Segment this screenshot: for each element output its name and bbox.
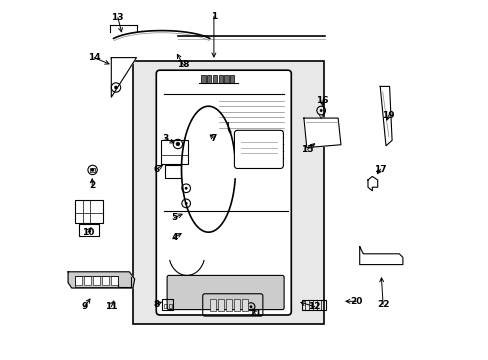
Text: 11: 11 <box>105 302 117 311</box>
Bar <box>93 276 100 285</box>
Text: 17: 17 <box>373 165 386 174</box>
Circle shape <box>184 202 187 205</box>
Polygon shape <box>303 118 340 148</box>
Bar <box>161 140 187 164</box>
Bar <box>75 276 81 285</box>
Bar <box>302 300 325 310</box>
Text: 9: 9 <box>81 302 87 311</box>
Bar <box>84 276 91 285</box>
Polygon shape <box>380 86 391 146</box>
Text: 13: 13 <box>111 13 124 22</box>
Bar <box>201 75 205 83</box>
Polygon shape <box>367 176 377 191</box>
Text: 19: 19 <box>382 111 394 120</box>
Bar <box>225 299 231 311</box>
FancyBboxPatch shape <box>156 70 291 315</box>
Bar <box>206 75 211 83</box>
Text: 16: 16 <box>315 96 327 105</box>
Bar <box>168 304 172 308</box>
Bar <box>75 276 118 287</box>
Text: 2: 2 <box>89 181 95 190</box>
Bar <box>224 75 228 83</box>
Text: 14: 14 <box>87 53 100 62</box>
Polygon shape <box>111 58 136 97</box>
Circle shape <box>184 187 187 190</box>
Text: 8: 8 <box>153 300 159 309</box>
Bar <box>79 224 99 236</box>
Bar <box>102 276 108 285</box>
Text: 20: 20 <box>349 297 362 306</box>
Circle shape <box>91 168 94 172</box>
Text: 4: 4 <box>171 233 177 242</box>
Bar <box>164 165 181 178</box>
Text: 21: 21 <box>248 310 261 319</box>
Polygon shape <box>359 247 402 265</box>
Bar <box>111 276 118 285</box>
Text: 22: 22 <box>376 300 388 309</box>
Bar <box>163 304 167 308</box>
Text: 1: 1 <box>210 12 217 21</box>
Bar <box>162 299 173 310</box>
FancyBboxPatch shape <box>167 275 284 310</box>
Text: 12: 12 <box>308 302 320 311</box>
Circle shape <box>249 305 252 308</box>
Bar <box>212 75 217 83</box>
Bar <box>218 75 223 83</box>
Text: 6: 6 <box>153 165 159 174</box>
Circle shape <box>114 86 118 89</box>
Bar <box>75 200 103 223</box>
Text: 5: 5 <box>171 213 177 222</box>
Circle shape <box>319 109 322 112</box>
Text: 7: 7 <box>210 134 217 143</box>
Text: 10: 10 <box>81 228 94 237</box>
Bar <box>242 299 247 311</box>
FancyBboxPatch shape <box>234 130 283 168</box>
Bar <box>230 75 234 83</box>
Text: 18: 18 <box>177 60 189 69</box>
Polygon shape <box>68 272 134 288</box>
Bar <box>89 168 95 172</box>
Bar <box>210 299 216 311</box>
Bar <box>218 299 224 311</box>
Bar <box>234 299 239 311</box>
Bar <box>133 61 323 324</box>
Text: 15: 15 <box>301 145 313 154</box>
Circle shape <box>176 142 179 146</box>
Text: 3: 3 <box>162 134 168 143</box>
